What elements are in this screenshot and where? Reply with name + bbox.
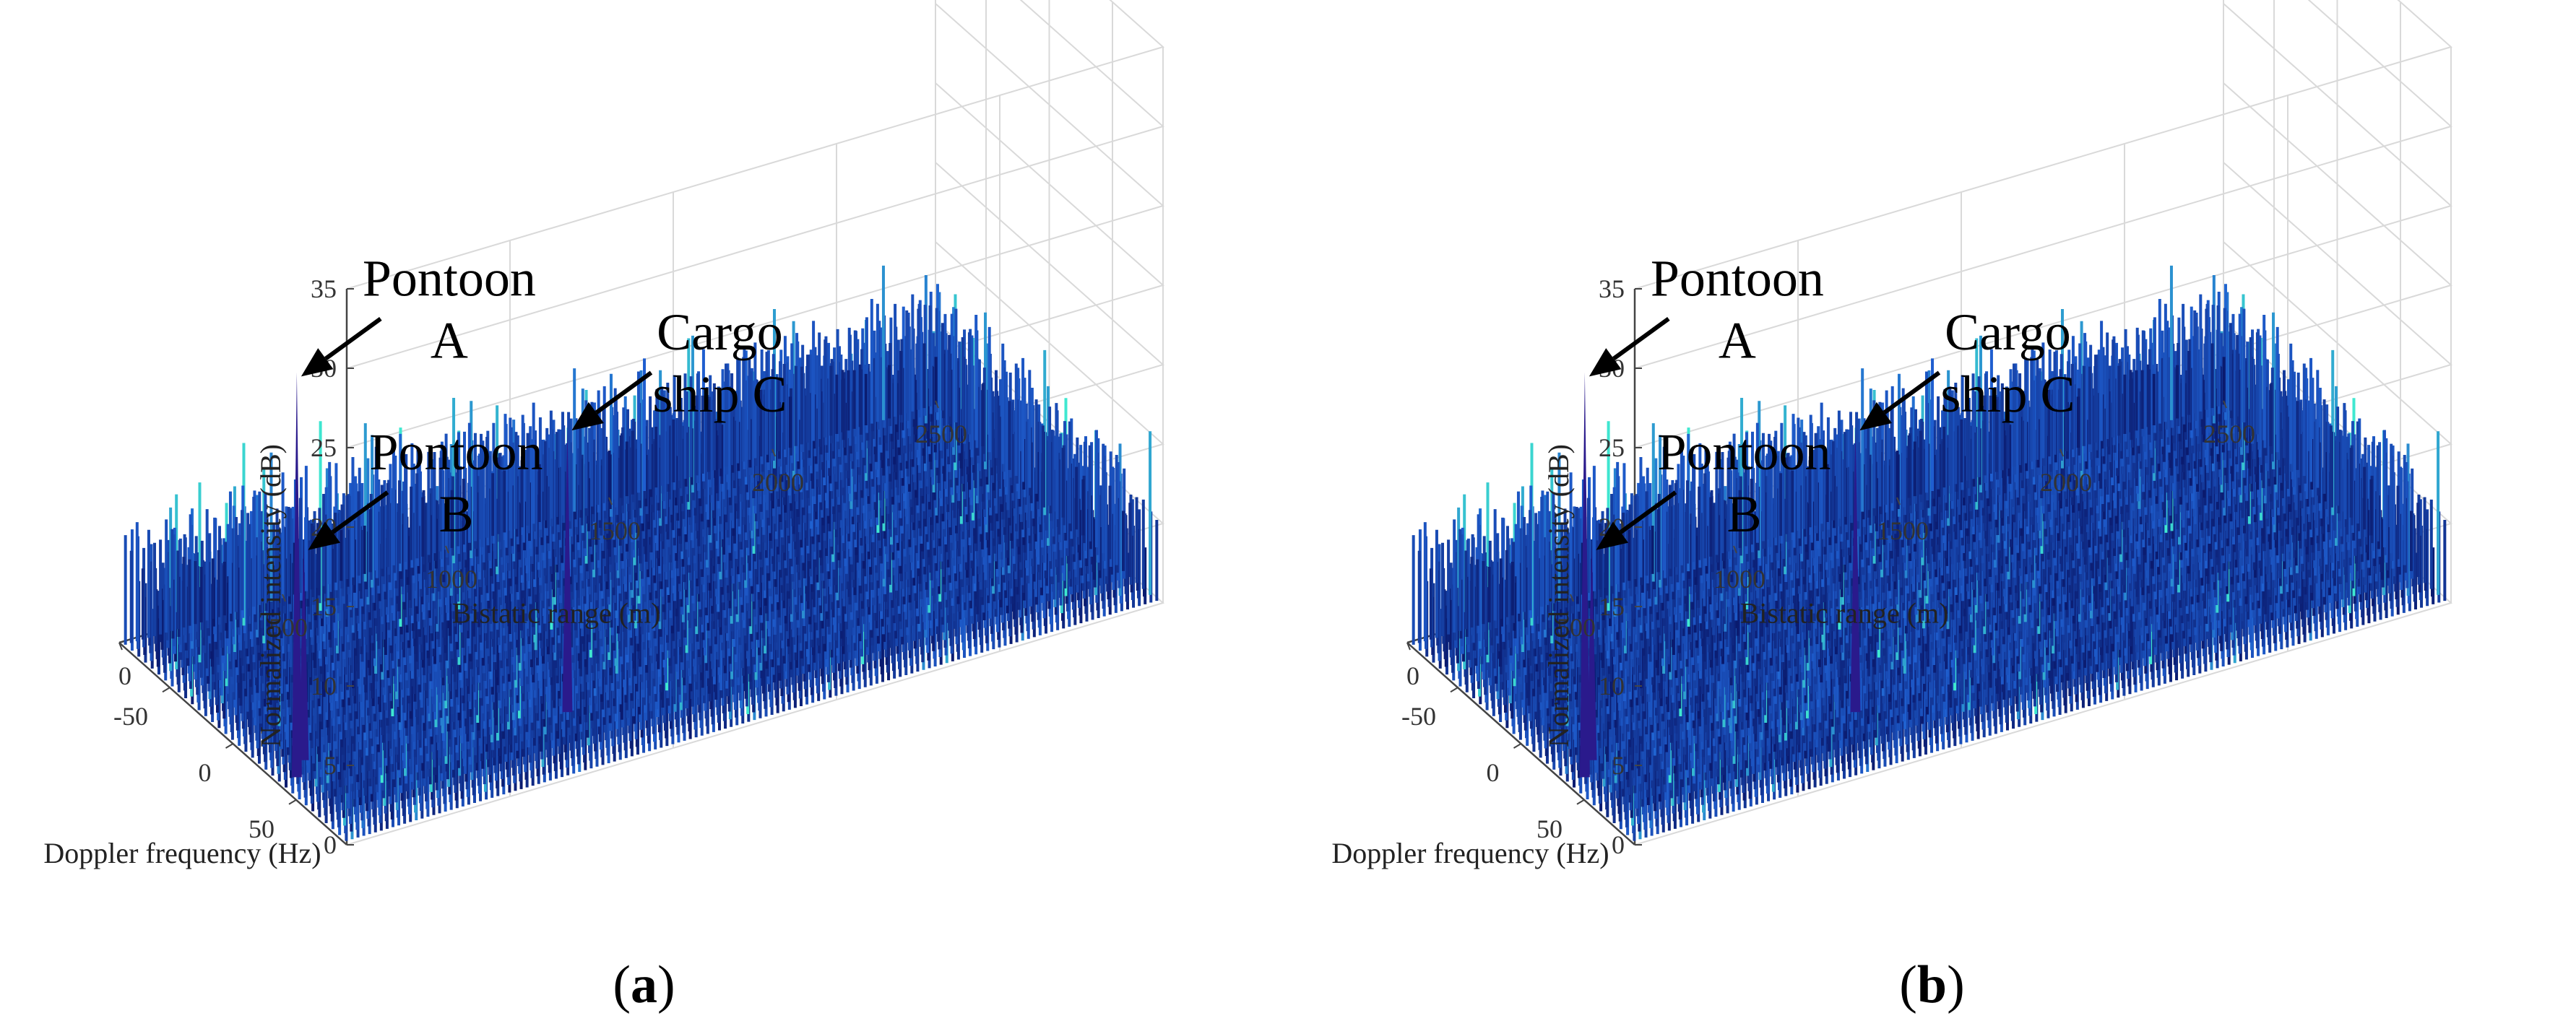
chart-0-annotation-line1: Pontoon <box>369 423 543 481</box>
chart-1-peak-1 <box>1586 545 1597 760</box>
chart-1-doppler-tick-label: 50 <box>1536 814 1563 843</box>
chart-1-range-tick-label: 2000 <box>2040 468 2092 497</box>
chart-0-z-tick-label: 0 <box>324 830 337 859</box>
chart-1-annotation-line2: ship C <box>1940 365 2075 423</box>
chart-1-arrow-head-2 <box>1859 401 1893 431</box>
chart-0-annotation-line2: A <box>431 311 468 369</box>
chart-1-z-tick-label: 10 <box>1599 672 1625 700</box>
chart-0-arrow-head-0 <box>301 348 334 377</box>
chart-1-range-tick-label: 0 <box>1406 661 1419 690</box>
chart-1-arrow-line-2 <box>1883 370 1941 414</box>
chart-1-arrow-line-1 <box>1619 490 1677 534</box>
surface-plot-a: 0510152025303505001000150020002500500-50… <box>43 0 1165 869</box>
chart-1-range-tick-label: 500 <box>1557 613 1596 642</box>
chart-1-z-tick-label: 5 <box>1612 751 1625 780</box>
chart-0-range-tick-label: 1000 <box>425 565 477 594</box>
chart-0-annotation-line1: Pontoon <box>363 249 536 307</box>
chart-1-annotation-line1: Cargo <box>1945 303 2071 361</box>
chart-0-range-tick-label: 0 <box>118 661 131 690</box>
chart-1-arrow-head-0 <box>1589 348 1622 377</box>
chart-1-range-axis-label: Bistatic range (m) <box>1740 597 1949 630</box>
chart-1-annotation-line1: Pontoon <box>1651 249 1824 307</box>
chart-0-doppler-tick-label: 50 <box>248 814 275 843</box>
chart-1-z-tick-label: 35 <box>1599 274 1625 303</box>
caption-a: (a) <box>613 955 675 1015</box>
chart-0-arrow-line-2 <box>595 370 653 414</box>
chart-0-arrow-head-1 <box>308 521 341 550</box>
chart-0-annotation-line1: Cargo <box>657 303 783 361</box>
chart-0-doppler-axis-label: Doppler frequency (Hz) <box>43 837 321 869</box>
chart-0-arrow-line-0 <box>324 316 382 361</box>
chart-0-z-tick-label: 15 <box>311 592 337 621</box>
chart-0-z-tick-label: 5 <box>324 751 337 780</box>
chart-1-range-tick-label: 1500 <box>1877 516 1929 545</box>
chart-1-peak-2 <box>1850 426 1861 713</box>
caption-b: (b) <box>1899 955 1965 1015</box>
chart-1-annotation-line2: B <box>1726 485 1761 543</box>
chart-0-doppler-tick-label: 0 <box>199 758 212 787</box>
chart-0-peak-0 <box>291 372 302 778</box>
chart-1-annotation-line2: A <box>1719 311 1756 369</box>
chart-0-range-axis-label: Bistatic range (m) <box>452 597 661 630</box>
chart-1-doppler-axis-label: Doppler frequency (Hz) <box>1331 837 1609 869</box>
chart-1-peak-0 <box>1579 372 1590 778</box>
chart-1-surface <box>1412 265 2447 841</box>
chart-0-arrow-line-1 <box>331 490 389 534</box>
chart-0-z-tick-label: 10 <box>311 672 337 700</box>
surface-plot-b: 0510152025303505001000150020002500500-50… <box>1331 0 2453 869</box>
chart-0-range-tick-label: 2000 <box>752 468 804 497</box>
panel-a: 0510152025303505001000150020002500500-50… <box>43 0 1165 1015</box>
chart-0-range-tick-label: 2500 <box>915 420 967 448</box>
chart-0-range-tick-label: 1500 <box>589 516 641 545</box>
panel-b: 0510152025303505001000150020002500500-50… <box>1288 0 2576 1034</box>
chart-1-arrow-head-1 <box>1596 521 1629 550</box>
chart-0-peak-1 <box>298 545 309 760</box>
chart-1-doppler-tick-label: 0 <box>1487 758 1500 787</box>
chart-1-doppler-tick-label: -50 <box>1401 702 1436 731</box>
chart-1-z-tick-label: 0 <box>1612 830 1625 859</box>
chart-0-doppler-tick-label: -50 <box>113 702 148 731</box>
chart-0-annotation-line2: B <box>438 485 473 543</box>
chart-0-z-tick-label: 35 <box>311 274 337 303</box>
chart-0-range-tick-label: 500 <box>269 613 308 642</box>
chart-0-z-tick-label: 25 <box>311 433 337 462</box>
chart-1-z-tick-label: 15 <box>1599 592 1625 621</box>
chart-1-annotation-line1: Pontoon <box>1657 423 1831 481</box>
chart-0-annotation-line2: ship C <box>652 365 787 423</box>
chart-1-z-axis-label: Normalized intensity (dB) <box>1542 444 1575 747</box>
chart-1-range-tick-label: 2500 <box>2203 420 2255 448</box>
chart-0-peak-2 <box>562 426 573 713</box>
chart-0-z-axis-label: Normalized intensity (dB) <box>254 444 287 747</box>
chart-1-z-tick-label: 25 <box>1599 433 1625 462</box>
chart-1-arrow-line-0 <box>1612 316 1670 361</box>
chart-1-range-tick-label: 1000 <box>1713 565 1765 594</box>
chart-0-arrow-head-2 <box>571 401 605 431</box>
